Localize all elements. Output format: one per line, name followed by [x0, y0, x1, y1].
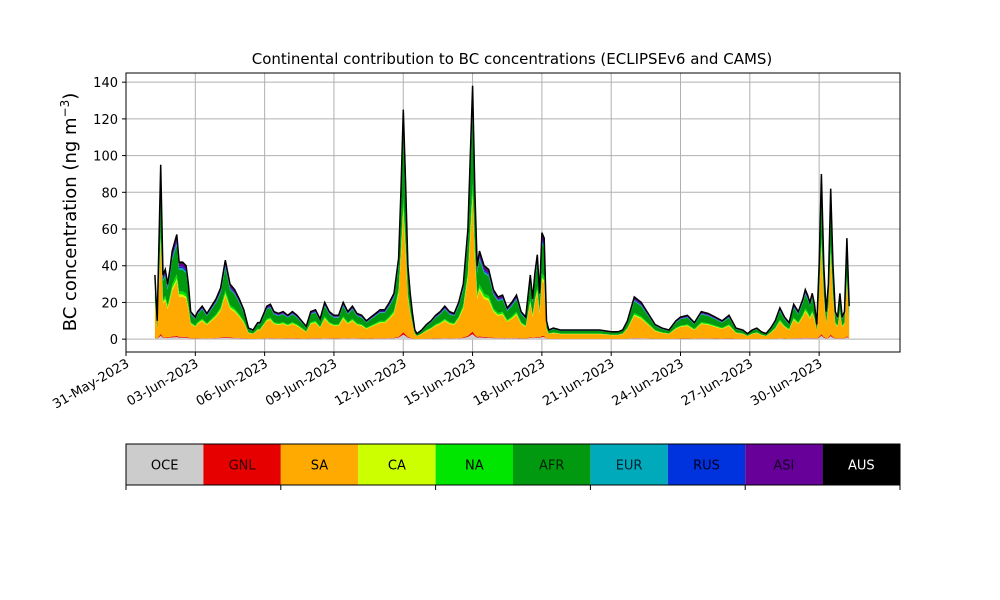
- plot-frame: [125, 72, 901, 353]
- legend-label-ca: CA: [388, 459, 406, 474]
- legend-swatch-na: [435, 444, 513, 485]
- area-gnl: [154, 331, 850, 339]
- x-tick-label: 27-Jun-2023: [679, 356, 756, 409]
- legend-swatch-afr: [513, 444, 591, 485]
- legend-label-sa: SA: [311, 459, 328, 474]
- y-tick-label: 40: [101, 260, 118, 275]
- y-tick-label: 80: [101, 186, 118, 201]
- area-ca: [154, 192, 850, 337]
- legend-swatch-oce: [126, 444, 204, 485]
- area-asi: [154, 90, 850, 335]
- legend-swatch-ca: [358, 444, 436, 485]
- area-afr: [154, 111, 850, 336]
- legend-label-rus: RUS: [693, 459, 720, 474]
- y-tick-label: 60: [101, 223, 118, 238]
- x-tick-label: 21-Jun-2023: [540, 356, 617, 409]
- area-oce: [154, 334, 850, 340]
- legend-swatch-eur: [590, 444, 668, 485]
- y-axis-ticks: 0 20 40 60 80 100 120 140: [93, 76, 126, 348]
- x-tick-label: 31-May-2023: [50, 356, 132, 412]
- area-eur: [154, 106, 850, 335]
- area-sa: [154, 199, 850, 339]
- x-tick-label: 18-Jun-2023: [471, 356, 548, 409]
- legend-label-eur: EUR: [616, 459, 643, 474]
- legend-label-oce: OCE: [151, 459, 179, 474]
- chart-title: Continental contribution to BC concentra…: [252, 50, 773, 68]
- legend-swatch-aus: [822, 444, 900, 485]
- area-na: [154, 182, 850, 336]
- x-tick-label: 24-Jun-2023: [610, 356, 687, 409]
- x-tick-label: 06-Jun-2023: [194, 356, 271, 409]
- x-tick-label: 30-Jun-2023: [748, 356, 825, 409]
- y-axis-label-text: BC concentration (ng m: [60, 117, 81, 331]
- legend-label-afr: AFR: [539, 459, 564, 474]
- legend-swatch-asi: [745, 444, 823, 485]
- x-axis-ticks: 31-May-202303-Jun-202306-Jun-202309-Jun-…: [50, 352, 825, 412]
- y-tick-label: 0: [110, 333, 118, 348]
- y-axis-label-suffix: ): [60, 93, 81, 100]
- y-tick-label: 120: [93, 113, 118, 128]
- stacked-areas: [154, 85, 850, 340]
- legend-frame: [125, 443, 901, 486]
- legend-label-na: NA: [465, 459, 484, 474]
- y-tick-label: 100: [93, 150, 118, 165]
- legend: OCE GNL SA CA NA AFR EUR RUS ASI AUS: [125, 443, 901, 490]
- y-axis-label-exponent: −3: [58, 100, 72, 118]
- legend-swatch-rus: [667, 444, 746, 485]
- x-tick-label: 15-Jun-2023: [402, 356, 479, 409]
- legend-swatch-gnl: [203, 444, 281, 485]
- legend-label-aus: AUS: [848, 459, 875, 474]
- legend-swatch-sa: [280, 444, 359, 485]
- total-line: [154, 85, 850, 335]
- y-axis-label: BC concentration (ng m−3): [58, 93, 81, 332]
- x-tick-label: 09-Jun-2023: [263, 356, 340, 409]
- x-tick-label: 12-Jun-2023: [332, 356, 409, 409]
- legend-label-asi: ASI: [773, 459, 794, 474]
- x-tick-label: 03-Jun-2023: [124, 356, 201, 409]
- axes: [125, 72, 901, 353]
- legend-label-gnl: GNL: [229, 459, 257, 474]
- y-tick-label: 140: [93, 76, 118, 91]
- y-tick-label: 20: [101, 296, 118, 311]
